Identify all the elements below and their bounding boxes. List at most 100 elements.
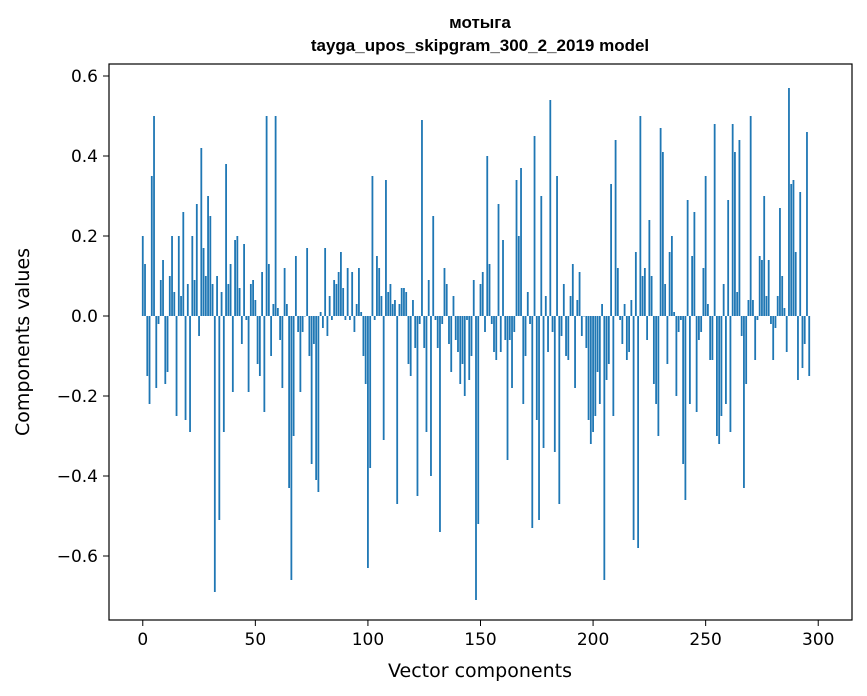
chart-subtitle: tayga_upos_skipgram_300_2_2019 model bbox=[311, 36, 649, 55]
bar-110 bbox=[389, 284, 392, 316]
bar-24 bbox=[195, 204, 198, 316]
y-tick-label: 0.4 bbox=[71, 147, 98, 167]
bar-0 bbox=[141, 236, 144, 316]
bar-202 bbox=[596, 316, 599, 372]
bar-192 bbox=[574, 316, 576, 388]
bar-272 bbox=[754, 316, 757, 360]
bar-250 bbox=[704, 176, 707, 316]
bar-82 bbox=[326, 316, 329, 336]
bar-193 bbox=[576, 300, 579, 316]
bar-64 bbox=[285, 304, 288, 316]
bar-265 bbox=[738, 140, 741, 316]
bar-280 bbox=[772, 316, 775, 360]
bar-159 bbox=[499, 316, 502, 352]
bar-222 bbox=[641, 276, 644, 316]
bar-134 bbox=[443, 268, 446, 316]
bar-89 bbox=[342, 288, 345, 316]
bar-230 bbox=[659, 128, 662, 316]
bar-183 bbox=[553, 316, 556, 452]
bar-115 bbox=[400, 288, 403, 316]
bar-126 bbox=[425, 316, 428, 432]
bar-97 bbox=[360, 312, 363, 316]
bar-204 bbox=[601, 304, 603, 316]
y-axis-label: Components values bbox=[12, 248, 34, 436]
bar-136 bbox=[448, 316, 450, 344]
bar-221 bbox=[639, 116, 642, 316]
bar-254 bbox=[713, 124, 716, 316]
bar-242 bbox=[686, 200, 689, 316]
bar-73 bbox=[306, 248, 309, 316]
bar-161 bbox=[504, 316, 507, 340]
y-axis-ticks: −0.6 −0.4 −0.2 0.0 0.2 0.4 0.6 bbox=[57, 67, 109, 567]
bar-141 bbox=[459, 316, 462, 384]
bar-237 bbox=[675, 316, 678, 396]
bar-244 bbox=[691, 256, 694, 316]
bar-3 bbox=[148, 316, 151, 404]
bar-233 bbox=[666, 316, 669, 364]
bar-1 bbox=[144, 264, 146, 316]
bar-79 bbox=[319, 312, 322, 316]
bar-66 bbox=[290, 316, 293, 580]
bar-154 bbox=[488, 264, 491, 316]
bar-104 bbox=[376, 256, 378, 316]
bar-248 bbox=[700, 316, 703, 332]
bar-239 bbox=[679, 316, 682, 320]
bar-117 bbox=[405, 292, 408, 316]
bar-46 bbox=[245, 316, 248, 320]
bar-51 bbox=[256, 316, 259, 364]
bar-40 bbox=[231, 316, 234, 392]
bar-5 bbox=[153, 116, 155, 316]
bar-111 bbox=[391, 304, 394, 316]
bar-249 bbox=[702, 268, 705, 316]
bar-50 bbox=[254, 300, 257, 316]
bar-258 bbox=[722, 284, 725, 316]
y-tick-label: 0.2 bbox=[71, 227, 98, 247]
bar-296 bbox=[808, 316, 811, 376]
bar-21 bbox=[189, 316, 191, 432]
bar-76 bbox=[312, 316, 315, 344]
bar-47 bbox=[247, 316, 250, 392]
bar-22 bbox=[191, 236, 194, 316]
bar-131 bbox=[436, 316, 439, 348]
bar-220 bbox=[637, 316, 640, 548]
bar-129 bbox=[432, 216, 435, 316]
bar-160 bbox=[502, 240, 504, 316]
x-tick-label: 200 bbox=[577, 630, 609, 650]
bar-234 bbox=[668, 252, 671, 316]
bar-85 bbox=[333, 280, 336, 316]
bar-225 bbox=[648, 220, 651, 316]
bar-165 bbox=[513, 316, 516, 332]
bar-182 bbox=[551, 316, 554, 332]
bar-118 bbox=[407, 316, 410, 364]
bar-123 bbox=[418, 316, 421, 324]
bar-247 bbox=[698, 316, 700, 340]
bar-19 bbox=[184, 316, 187, 420]
bar-178 bbox=[542, 316, 545, 448]
bar-235 bbox=[670, 236, 673, 316]
bar-59 bbox=[274, 116, 277, 316]
bar-18 bbox=[182, 212, 185, 316]
bar-210 bbox=[614, 140, 617, 316]
bar-58 bbox=[272, 304, 275, 316]
bar-91 bbox=[346, 268, 349, 316]
bar-260 bbox=[727, 200, 730, 316]
bar-31 bbox=[211, 284, 214, 316]
bar-262 bbox=[731, 124, 734, 316]
bar-163 bbox=[508, 316, 511, 340]
bar-279 bbox=[770, 316, 772, 324]
bar-190 bbox=[569, 296, 572, 316]
bar-152 bbox=[484, 316, 486, 332]
bar-170 bbox=[524, 316, 527, 356]
bar-120 bbox=[412, 300, 414, 316]
bar-80 bbox=[321, 316, 324, 328]
bar-289 bbox=[792, 180, 795, 316]
bar-48 bbox=[249, 284, 252, 316]
bar-176 bbox=[538, 316, 540, 520]
bar-49 bbox=[252, 280, 254, 316]
bar-231 bbox=[661, 152, 664, 316]
bar-132 bbox=[439, 316, 441, 532]
x-axis-ticks: 0 50 100 150 200 250 300 bbox=[137, 620, 834, 650]
bar-162 bbox=[506, 316, 509, 460]
bar-232 bbox=[664, 284, 667, 316]
bar-285 bbox=[783, 308, 786, 316]
